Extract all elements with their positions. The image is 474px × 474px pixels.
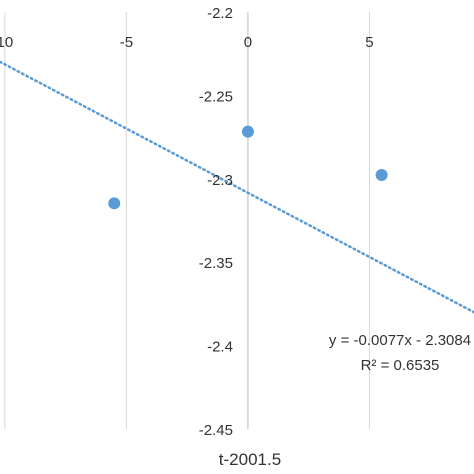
grid-lines: [4, 12, 370, 429]
trendline-equation: y = -0.0077x - 2.3084: [329, 332, 471, 349]
y-tick-labels: -2.2 -2.25 -2.3 -2.35 -2.4 -2.45: [199, 5, 233, 439]
x-axis-label: t-2001.5: [219, 450, 281, 469]
trendline-group: [0, 60, 474, 314]
x-tick-label: 5: [365, 34, 373, 51]
data-points: [108, 125, 388, 210]
data-point: [108, 197, 121, 210]
y-tick-label: -2.3: [207, 172, 233, 189]
data-point: [375, 168, 388, 181]
y-tick-label: -2.2: [207, 5, 233, 22]
y-tick-label: -2.25: [199, 88, 233, 105]
x-tick-label: 10: [0, 34, 13, 51]
y-tick-label: -2.4: [207, 339, 233, 356]
data-point: [241, 125, 254, 138]
x-tick-labels: 10 -5 0 5: [0, 34, 374, 51]
y-tick-label: -2.45: [199, 422, 233, 439]
x-tick-label: 0: [244, 34, 252, 51]
r-squared-label: R² = 0.6535: [361, 357, 440, 374]
trendline: [0, 60, 474, 314]
y-tick-label: -2.35: [199, 255, 233, 272]
x-tick-label: -5: [120, 34, 133, 51]
